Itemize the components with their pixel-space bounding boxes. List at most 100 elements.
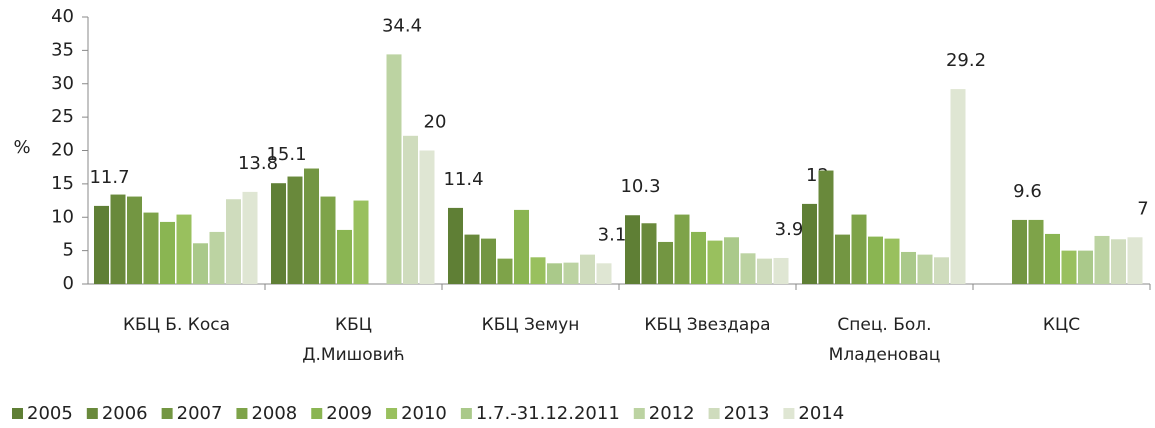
bar (950, 89, 966, 284)
bar (1111, 239, 1126, 284)
bar (1028, 219, 1044, 284)
y-tick-label: 5 (63, 240, 74, 261)
legend-label: 2013 (724, 403, 770, 424)
data-label: 11.7 (89, 167, 129, 188)
y-tick-label: 20 (51, 140, 74, 161)
x-tick-label: КБЦ Д.Мишовић (302, 315, 405, 365)
bar (1127, 237, 1143, 284)
y-tick-label: 30 (51, 73, 74, 94)
x-tick-label: КБЦ Звездара (644, 315, 770, 335)
legend-swatch (460, 408, 472, 419)
bar (563, 262, 579, 284)
bar (884, 238, 900, 284)
legend-swatch (236, 408, 248, 419)
data-label: 11.4 (443, 169, 483, 190)
bar (448, 207, 463, 284)
legend-label: 2008 (251, 403, 297, 424)
bar (757, 258, 772, 284)
bar (320, 196, 336, 284)
bar (740, 253, 756, 284)
legend-label: 2010 (401, 403, 447, 424)
bar (707, 240, 723, 284)
legend-label: 2005 (27, 403, 73, 424)
legend-swatch (86, 408, 98, 419)
data-label: 20 (424, 112, 447, 133)
legend-label: 2009 (326, 403, 372, 424)
bar (209, 231, 225, 284)
legend-label: 1.7.-31.12.2011 (476, 403, 620, 424)
y-tick-label: 35 (51, 39, 74, 60)
bar (514, 209, 529, 284)
bar (337, 229, 352, 284)
bar (658, 241, 673, 284)
bar (851, 214, 867, 284)
x-tick-label: КБЦ Земун (482, 315, 580, 335)
bar (724, 237, 739, 284)
legend-swatch (311, 408, 323, 419)
legend-swatch (708, 408, 720, 419)
bar (464, 234, 480, 284)
bar (917, 254, 933, 284)
bar (287, 176, 303, 284)
legend-swatch (633, 408, 645, 419)
x-tick-label: КБЦ Б. Коса (123, 315, 230, 335)
legend-swatch (386, 408, 398, 419)
legend-label: 2012 (649, 403, 695, 424)
data-label: 3.9 (775, 219, 804, 240)
bar (580, 254, 595, 284)
bar (176, 214, 192, 284)
y-tick-label: 40 (51, 6, 74, 27)
bar (160, 221, 175, 284)
bar (530, 257, 546, 284)
data-label: 7 (1137, 198, 1148, 219)
bar (304, 168, 319, 284)
legend-swatch (12, 408, 23, 419)
legend-swatch (161, 408, 173, 419)
bar (691, 231, 706, 284)
bar (773, 257, 789, 284)
bar (818, 170, 834, 284)
y-axis-label: % (13, 137, 30, 158)
bar (481, 238, 496, 284)
legend-swatch (783, 408, 795, 419)
bar (386, 54, 402, 284)
bar (419, 150, 435, 284)
x-tick-label: Спец. Бол. Младеновац (829, 315, 941, 365)
bar (127, 196, 142, 284)
bar (835, 234, 850, 284)
y-tick-label: 0 (63, 273, 74, 294)
bar (143, 212, 159, 284)
y-tick-label: 15 (51, 173, 74, 194)
bar (1078, 250, 1093, 284)
legend-label: 2007 (177, 403, 223, 424)
bar (193, 243, 208, 284)
bar (110, 194, 126, 284)
bar (403, 135, 418, 284)
bar (901, 251, 916, 284)
bar (1012, 219, 1027, 284)
x-tick-label: КЦС (1043, 315, 1080, 335)
bar (353, 200, 369, 284)
bar (1061, 250, 1077, 284)
bar (641, 223, 657, 284)
bar (1094, 235, 1110, 284)
data-label: 13.8 (238, 153, 278, 174)
y-tick-label: 25 (51, 106, 74, 127)
y-tick-label: 10 (51, 206, 74, 227)
bar (497, 258, 513, 284)
bar (226, 199, 241, 284)
bar (596, 263, 612, 284)
data-label: 10.3 (620, 176, 660, 197)
data-label: 9.6 (1013, 181, 1042, 202)
legend-label: 2014 (798, 403, 844, 424)
bar (1045, 233, 1060, 284)
data-label: 34.4 (382, 15, 422, 36)
bar (674, 214, 690, 284)
bar (868, 236, 883, 284)
bar (271, 183, 286, 284)
bar (94, 205, 109, 284)
data-label: 3.1 (598, 224, 627, 245)
legend-label: 2006 (102, 403, 148, 424)
data-label: 29.2 (946, 50, 986, 71)
